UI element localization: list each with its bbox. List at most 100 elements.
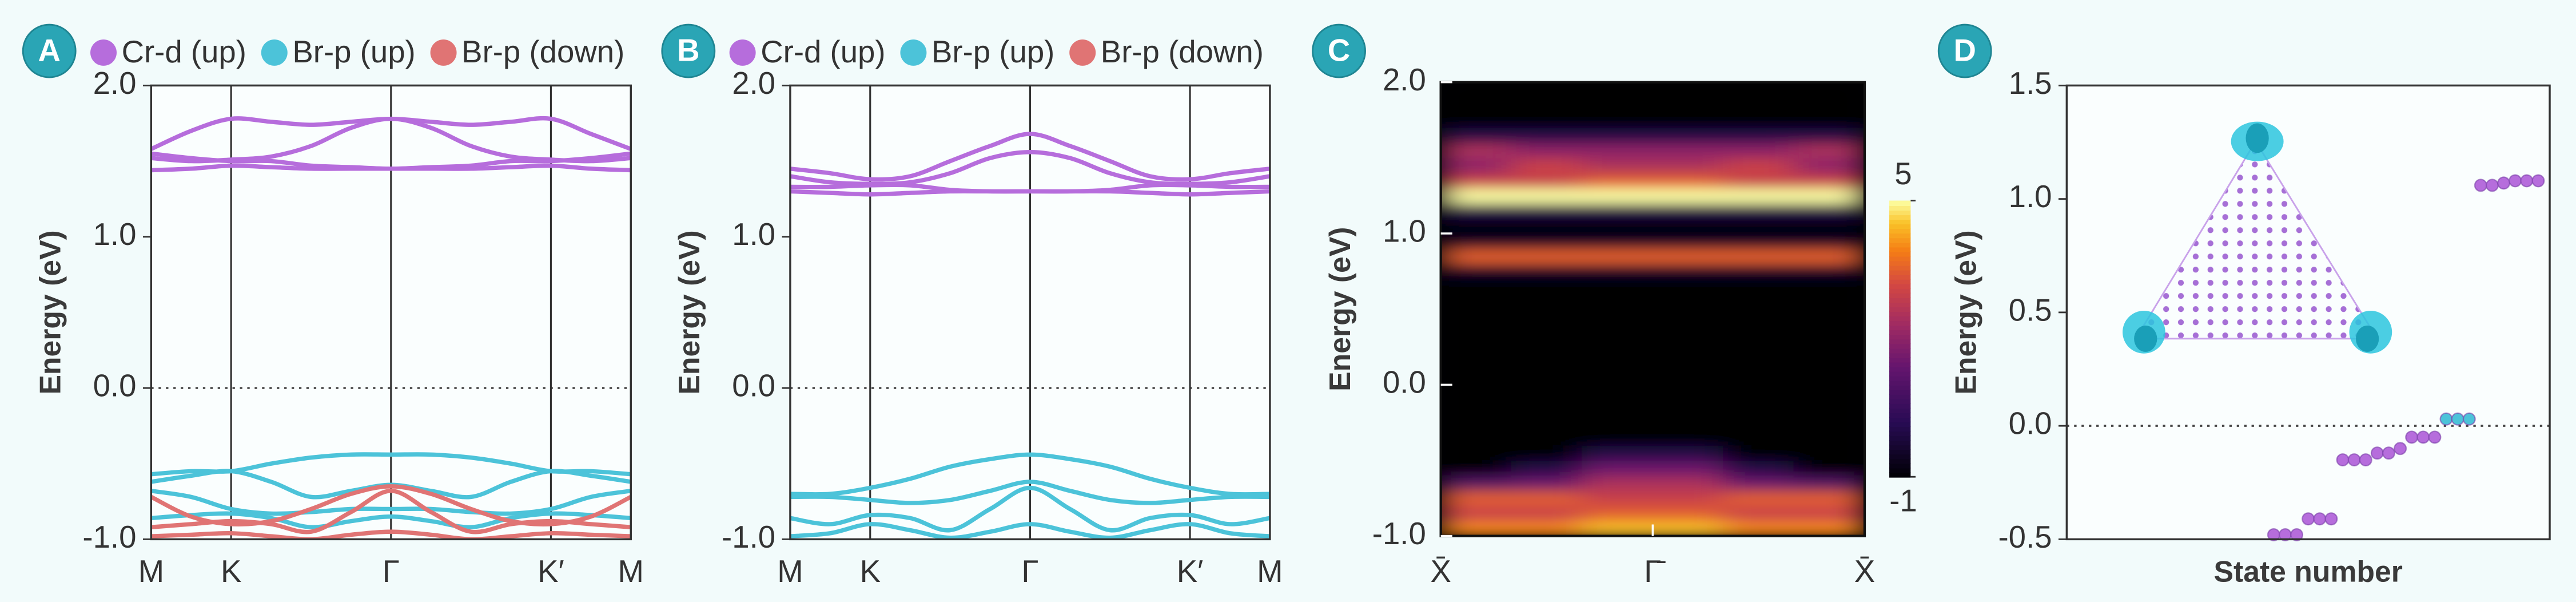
heat-cell xyxy=(1793,157,1865,174)
colorbar-step xyxy=(1889,306,1911,312)
heat-cell xyxy=(1511,203,1583,219)
heat-cell xyxy=(1511,505,1583,522)
colorbar-step xyxy=(1889,453,1911,460)
panel-badge xyxy=(22,23,77,78)
heat-cell xyxy=(1581,172,1654,189)
heat-cell xyxy=(1723,369,1795,386)
heat-cell xyxy=(1511,399,1583,416)
heat-cell xyxy=(1440,384,1512,401)
heat-cell xyxy=(1511,339,1583,355)
colorbar-step xyxy=(1889,228,1911,234)
y-tick-label: -1.0 xyxy=(722,520,775,555)
heat-cell xyxy=(1511,82,1583,98)
legend-marker xyxy=(729,39,756,66)
heat-cell xyxy=(1440,339,1512,355)
heat-cell xyxy=(1652,520,1724,536)
heat-cell xyxy=(1511,248,1583,264)
heat-cell xyxy=(1723,520,1795,536)
heat-cell xyxy=(1652,384,1724,401)
colorbar-step xyxy=(1889,311,1911,317)
heat-cell xyxy=(1511,445,1583,461)
heat-cell xyxy=(1440,445,1512,461)
heat-cell xyxy=(1652,429,1724,446)
heat-cell xyxy=(1793,369,1865,386)
state-point xyxy=(2290,528,2304,541)
band-line xyxy=(151,511,631,529)
state-point xyxy=(2359,453,2372,467)
heat-cell xyxy=(1581,97,1654,113)
heat-cell xyxy=(1793,339,1865,355)
plot-frame xyxy=(789,84,1271,541)
heat-cell xyxy=(1793,248,1865,264)
band-line xyxy=(790,522,1270,540)
heat-cell xyxy=(1511,323,1583,340)
heat-cell xyxy=(1581,384,1654,401)
colorbar-step xyxy=(1889,223,1911,229)
heat-cell xyxy=(1652,233,1724,249)
heat-cell xyxy=(1652,339,1724,355)
colorbar-step xyxy=(1889,403,1911,409)
band-line xyxy=(151,529,631,540)
band-line xyxy=(151,163,631,173)
heat-cell xyxy=(1581,354,1654,370)
heat-cell xyxy=(1652,203,1724,219)
heat-cell xyxy=(1793,490,1865,506)
colorbar-step xyxy=(1889,347,1911,354)
state-point xyxy=(2324,512,2338,526)
colorbar-step xyxy=(1889,270,1911,275)
y-tick-label: 0.0 xyxy=(2009,406,2052,441)
x-tick-label: K xyxy=(221,554,241,589)
x-tick-label: M xyxy=(618,554,644,589)
colorbar-step xyxy=(1889,219,1911,225)
y-tick-label: 0.5 xyxy=(2009,292,2052,327)
heat-cell xyxy=(1440,475,1512,492)
heat-cell xyxy=(1440,293,1512,310)
state-point xyxy=(2405,430,2419,444)
heat-cell xyxy=(1652,475,1724,492)
heat-cell xyxy=(1440,323,1512,340)
heat-cell xyxy=(1511,460,1583,476)
state-point xyxy=(2485,179,2499,192)
heat-cell xyxy=(1511,127,1583,144)
colorbar-step xyxy=(1889,232,1911,239)
heat-cell xyxy=(1440,460,1512,476)
colorbar-step xyxy=(1889,200,1911,207)
band-line xyxy=(790,480,1270,505)
orbital-lobe xyxy=(2356,325,2379,352)
colorbar-step xyxy=(1889,435,1911,441)
heat-cell xyxy=(1581,414,1654,431)
heat-cell xyxy=(1511,293,1583,310)
y-tick-label: 2.0 xyxy=(93,66,137,101)
heat-cell xyxy=(1581,82,1654,98)
y-axis-label: Energy (eV) xyxy=(34,230,67,394)
heat-cell xyxy=(1652,217,1724,234)
heat-cell xyxy=(1793,127,1865,144)
heat-cell xyxy=(1652,157,1724,174)
heat-cell xyxy=(1440,203,1512,219)
colorbar-step xyxy=(1889,292,1911,298)
heat-cell xyxy=(1440,308,1512,325)
state-point xyxy=(2302,512,2315,526)
plot-frame xyxy=(2065,84,2551,541)
colorbar-step xyxy=(1889,315,1911,322)
heatmap-clip xyxy=(1440,82,1865,536)
state-point xyxy=(2394,442,2407,456)
heat-cell xyxy=(1793,217,1865,234)
heat-cell xyxy=(1511,112,1583,128)
x-tick-label: K′ xyxy=(1177,554,1204,589)
colorbar-step xyxy=(1889,246,1911,252)
heat-cell xyxy=(1511,157,1583,174)
heat-cell xyxy=(1581,142,1654,159)
colorbar-step xyxy=(1889,251,1911,257)
heat-cell xyxy=(1723,172,1795,189)
molecule-inset xyxy=(2123,121,2392,354)
heat-cell xyxy=(1581,505,1654,522)
heat-cell xyxy=(1793,187,1865,204)
colorbar-step xyxy=(1889,352,1911,358)
state-point xyxy=(2370,446,2384,460)
x-tick-label: Γ xyxy=(383,554,400,589)
colorbar-step xyxy=(1889,320,1911,326)
panel-badge xyxy=(1312,23,1366,78)
heat-cell xyxy=(1652,445,1724,461)
state-point xyxy=(2497,176,2511,190)
